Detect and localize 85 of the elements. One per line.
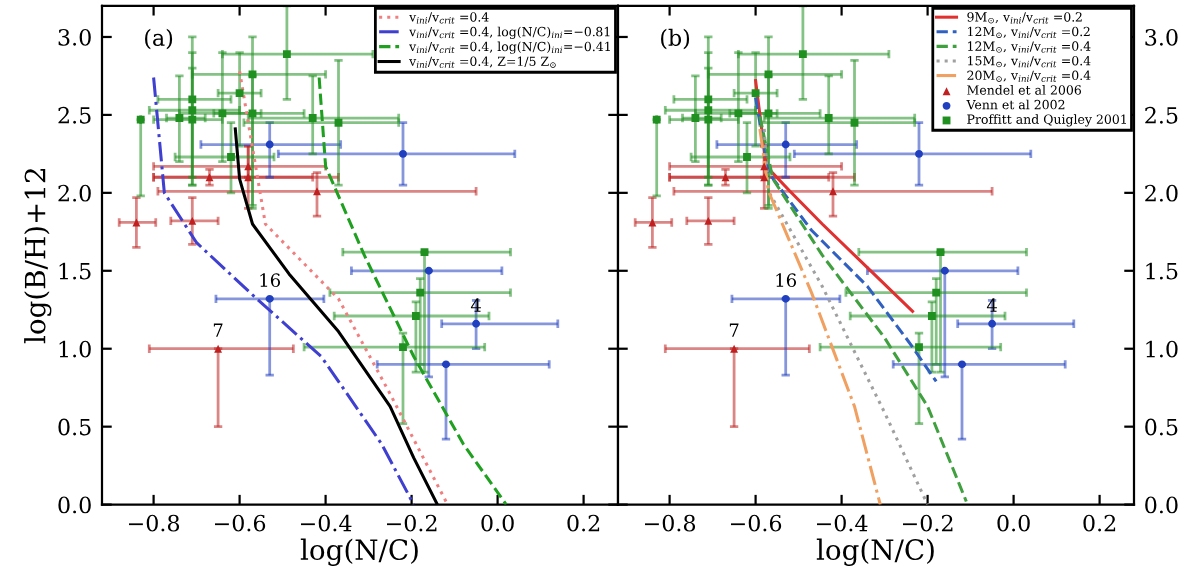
y-tick-label: 3.0 xyxy=(1145,28,1178,46)
point xyxy=(282,50,291,59)
point xyxy=(313,187,321,196)
point xyxy=(927,312,936,320)
point xyxy=(829,187,837,196)
point xyxy=(704,95,713,104)
x-tick-label: 0.2 xyxy=(1083,514,1116,532)
x-axis-title: log(N/C) xyxy=(816,538,934,566)
point xyxy=(988,319,997,328)
point xyxy=(188,106,197,115)
point xyxy=(915,343,923,352)
point xyxy=(704,216,713,225)
annotation: 4 xyxy=(986,298,997,312)
point xyxy=(188,115,197,124)
x-tick-label: −0.2 xyxy=(386,514,437,532)
point xyxy=(915,149,923,158)
point xyxy=(308,114,317,122)
annotation: 4 xyxy=(470,298,481,312)
line-series xyxy=(758,114,968,504)
point xyxy=(416,288,425,297)
point xyxy=(244,162,253,171)
x-tick-label: 0.0 xyxy=(997,514,1030,532)
y-tick-label: 0.5 xyxy=(1145,418,1178,436)
y-tick-label: 0.0 xyxy=(1145,496,1178,514)
point xyxy=(399,343,407,352)
point xyxy=(734,109,743,118)
y-tick-label: 2.5 xyxy=(1145,106,1178,124)
x-tick-label: −0.2 xyxy=(902,514,953,532)
x-axis-title: log(N/C) xyxy=(300,538,418,566)
y-tick-label: 0.5 xyxy=(58,418,91,436)
x-tick-label: −0.6 xyxy=(214,514,266,532)
point xyxy=(188,95,197,104)
annotation: 7 xyxy=(729,323,739,337)
point xyxy=(691,114,700,122)
y-tick-label: 3.0 xyxy=(58,28,91,46)
y-tick-label: 1.5 xyxy=(59,262,91,280)
point xyxy=(334,118,343,127)
annotation: 7 xyxy=(213,323,223,337)
point xyxy=(218,109,227,118)
point xyxy=(743,153,751,161)
line-series xyxy=(762,127,930,505)
y-tick-label: 2.5 xyxy=(58,106,91,124)
point xyxy=(704,115,713,124)
point xyxy=(411,312,420,320)
x-tick-label: 0.2 xyxy=(567,514,600,532)
x-tick-label: −0.4 xyxy=(816,514,868,532)
point xyxy=(399,149,407,158)
x-tick-label: −0.8 xyxy=(644,514,696,532)
point xyxy=(648,218,657,227)
point xyxy=(248,109,257,118)
line-series xyxy=(152,75,416,505)
point xyxy=(265,140,274,149)
y-tick-label: 1.5 xyxy=(1146,262,1178,280)
y-tick-label: 2.0 xyxy=(58,184,91,202)
annotation: 16 xyxy=(776,273,797,288)
point xyxy=(760,162,769,171)
point xyxy=(235,89,244,98)
line-series xyxy=(758,127,882,505)
point xyxy=(704,106,713,115)
y-tick-label: 0.0 xyxy=(58,496,91,514)
y-tick-label: 1.0 xyxy=(1146,340,1178,358)
annotation: (b) xyxy=(661,28,690,50)
point xyxy=(824,114,833,122)
point xyxy=(850,118,859,127)
point xyxy=(751,89,760,98)
y-tick-label: 2.0 xyxy=(1145,184,1178,202)
y-tick-label: 1.0 xyxy=(59,340,91,358)
point xyxy=(764,109,773,118)
point xyxy=(781,140,790,149)
point xyxy=(175,114,184,122)
x-tick-label: −0.6 xyxy=(730,514,782,532)
x-tick-label: −0.4 xyxy=(300,514,352,532)
line-series xyxy=(238,69,448,504)
point xyxy=(932,288,941,297)
point xyxy=(472,319,481,328)
y-axis-title: log(B/H)+12 xyxy=(24,169,52,344)
line-series xyxy=(317,75,508,505)
point xyxy=(798,50,807,59)
annotation: 16 xyxy=(260,273,281,288)
annotation: (a) xyxy=(145,28,173,50)
point xyxy=(188,216,197,225)
point xyxy=(132,218,141,227)
point xyxy=(227,153,235,161)
x-tick-label: 0.0 xyxy=(481,514,514,532)
x-tick-label: −0.8 xyxy=(128,514,180,532)
